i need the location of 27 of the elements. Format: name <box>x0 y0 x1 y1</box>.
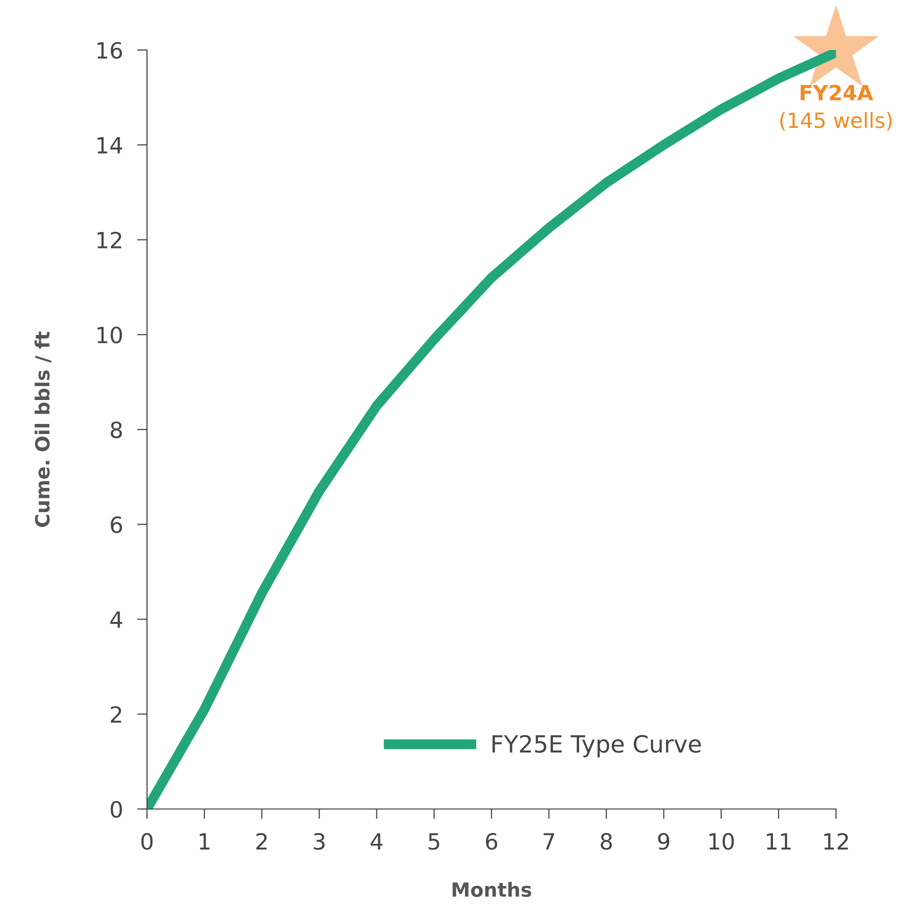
x-tick-label: 2 <box>256 833 267 850</box>
x-tick-label: 7 <box>544 833 554 850</box>
x-tick-label: 12 <box>824 833 848 850</box>
x-tick-label: 6 <box>486 833 498 850</box>
y-tick-label: 8 <box>110 421 122 438</box>
x-axis-title: Months <box>452 882 532 897</box>
annotation: (145 wells) <box>780 112 892 131</box>
y-axis-title: Cume. Oil bbls / ft <box>34 332 52 527</box>
x-tick-label: 10 <box>709 833 734 850</box>
x-tick-label: 9 <box>658 833 670 850</box>
legend-label: FY25E Type Curve <box>492 734 701 758</box>
x-tick-label: 4 <box>370 833 382 850</box>
y-tick-label: 2 <box>110 706 122 723</box>
y-tick-label: 0 <box>110 800 122 818</box>
y-tick-label: 12 <box>98 232 122 248</box>
x-tick-label: 0 <box>141 833 153 850</box>
y-tick-label: 14 <box>98 137 122 154</box>
y-tick-label: 10 <box>98 326 122 344</box>
y-tick-label: 4 <box>110 611 122 628</box>
x-tick-label: 1 <box>200 833 210 850</box>
x-tick-label: 3 <box>314 833 325 850</box>
annotation: FY24A <box>800 84 874 100</box>
x-tick-label: 5 <box>428 833 440 850</box>
x-tick-label: 8 <box>600 833 612 850</box>
y-tick-label: 6 <box>110 516 122 534</box>
x-tick-label: 11 <box>766 833 791 850</box>
y-tick-label: 16 <box>98 42 122 59</box>
